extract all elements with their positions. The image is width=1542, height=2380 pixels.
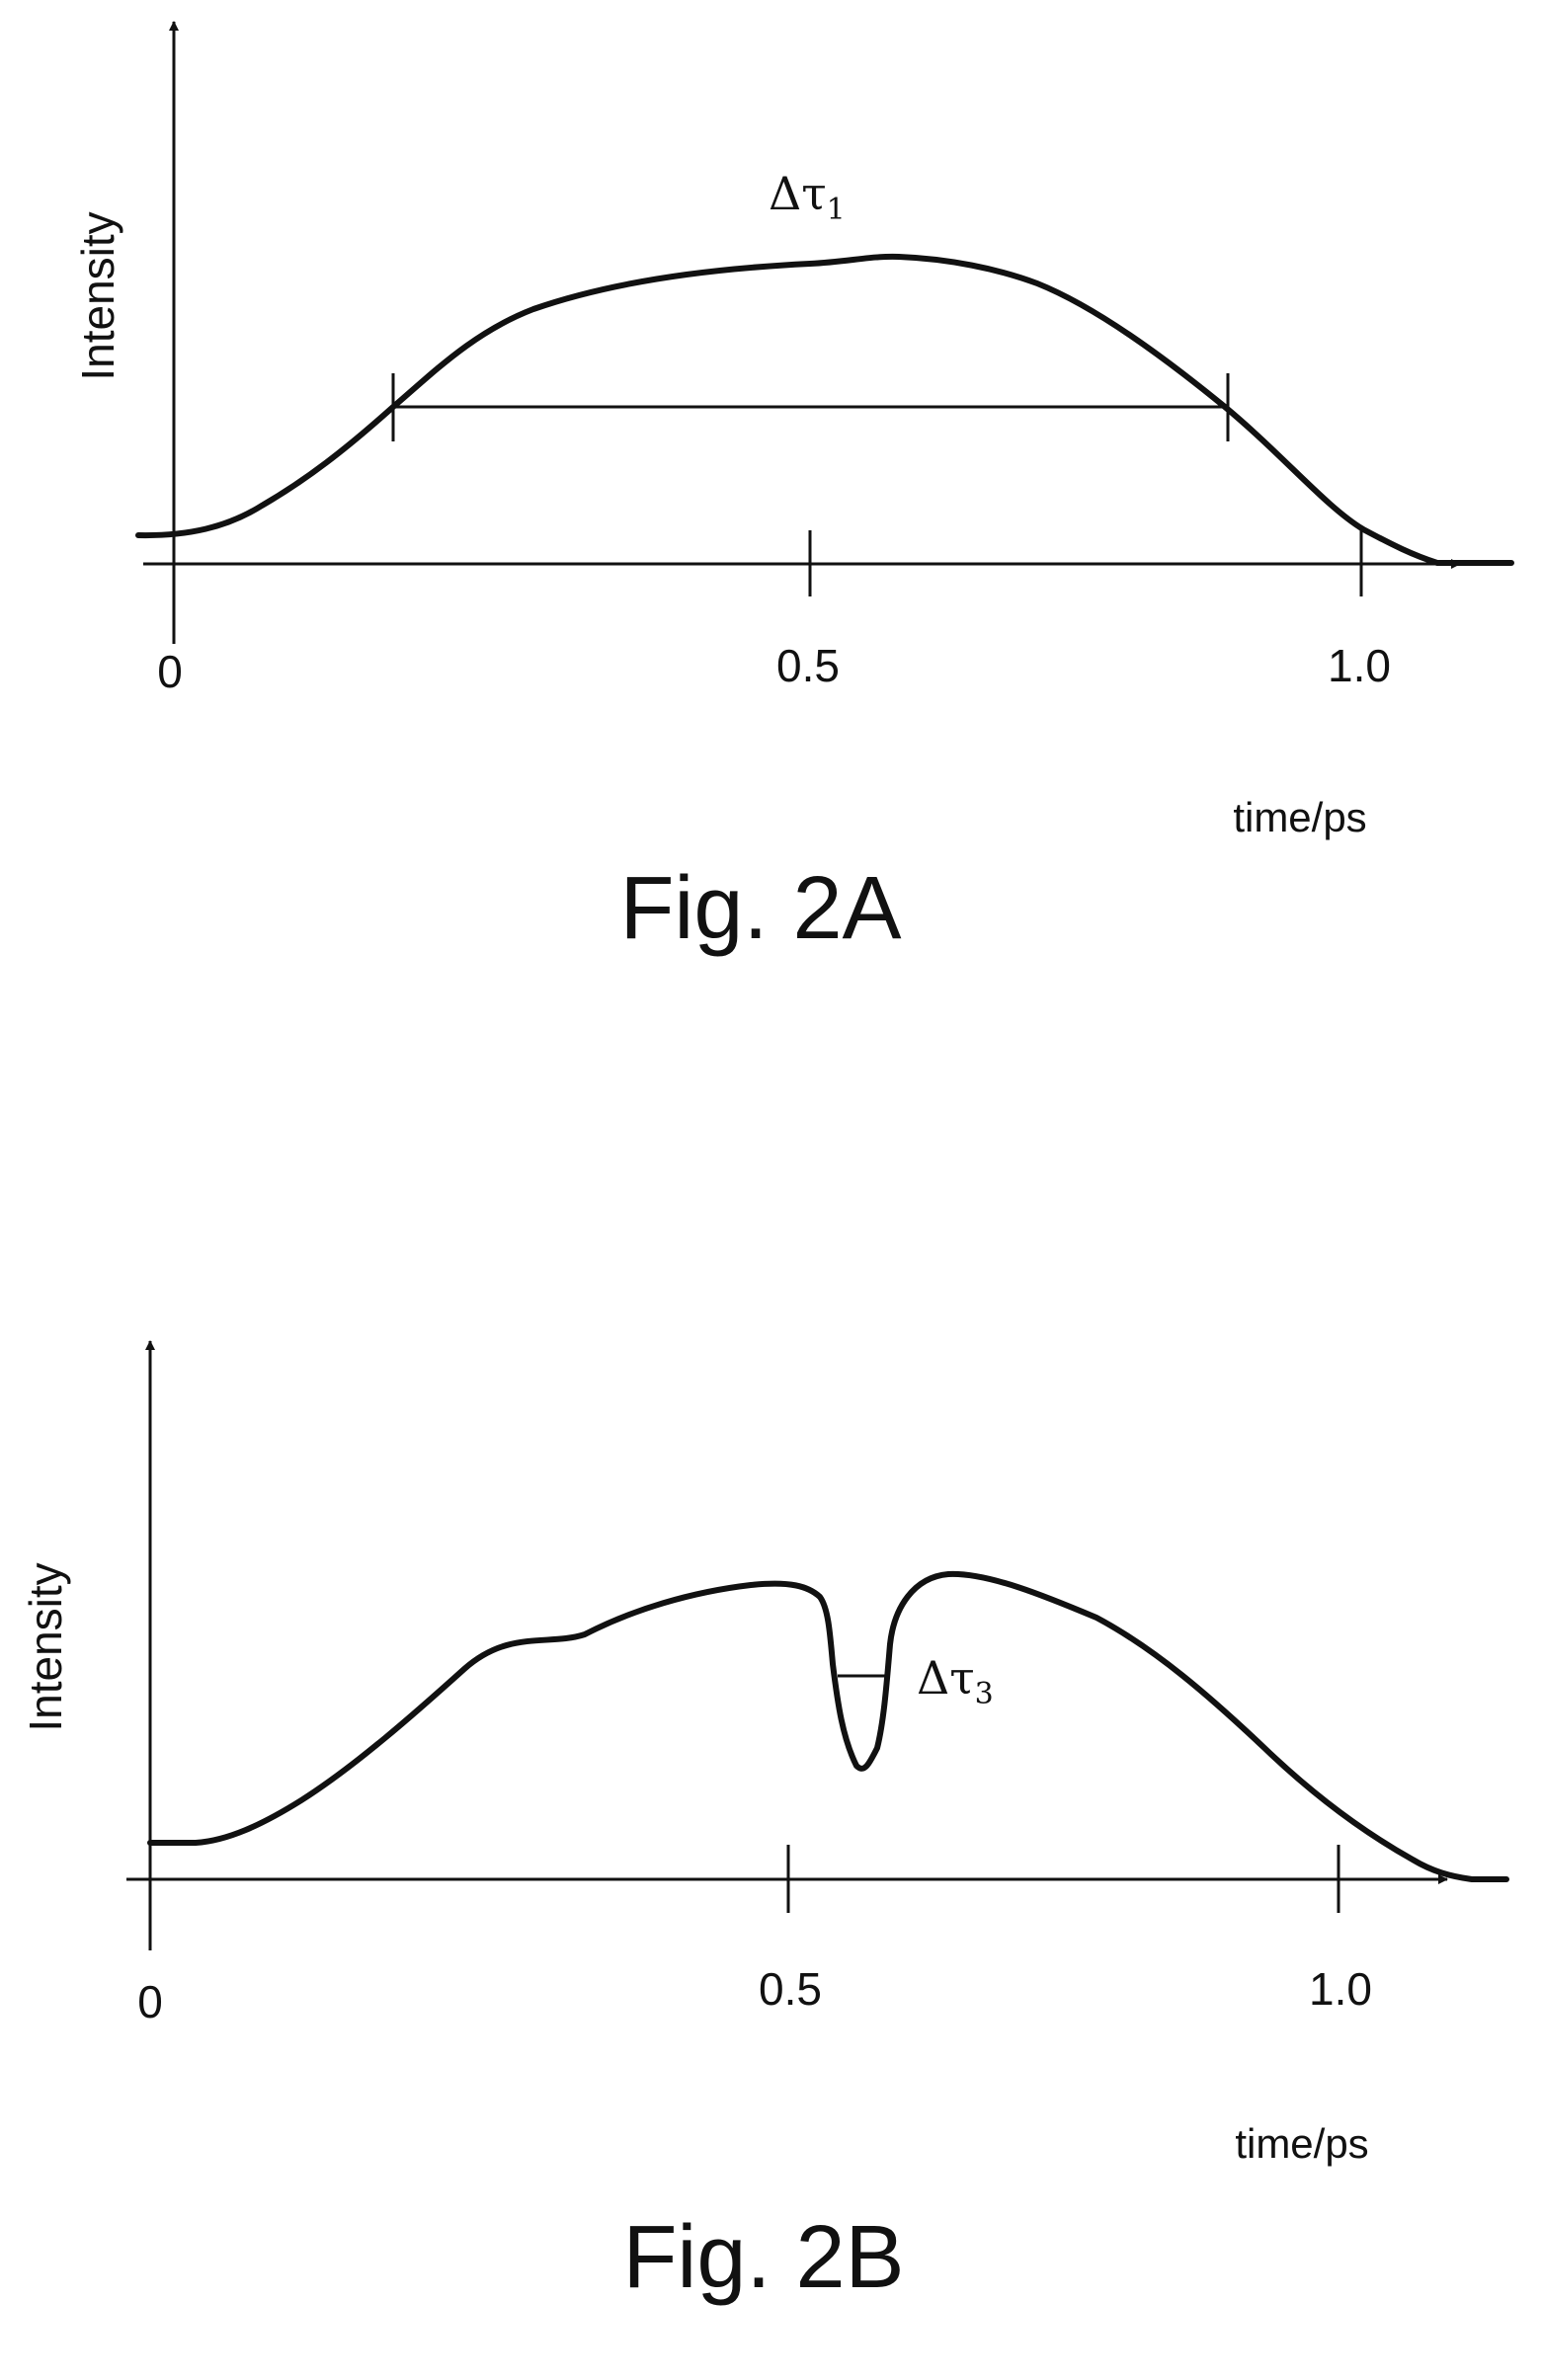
- figure-2b: Intensity 0 0.5 1.0 time/ps Δτ3 Fig. 2B: [20, 1340, 1509, 2307]
- fig2b-annotation-subscript: 3: [975, 1677, 994, 1711]
- fig2b-x-tick-label-0: 0: [137, 1976, 163, 2027]
- fig2a-x-tick-label-0-5: 0.5: [776, 640, 840, 691]
- fig2b-intensity-curve: [147, 1570, 1509, 1882]
- figure-2a: Intensity 0 0.5 1.0 time/ps Δτ1 Fig. 2A: [72, 21, 1514, 958]
- fig2a-annotation-symbol: Δτ: [769, 167, 827, 220]
- fig2a-annotation: Δτ1: [769, 167, 846, 227]
- fig2b-y-axis-label: Intensity: [20, 1562, 71, 1731]
- fig2b-x-tick-label-1-0: 1.0: [1309, 1963, 1372, 2015]
- fig2b-x-tick-label-0-5: 0.5: [759, 1963, 822, 2015]
- fig2b-caption: Fig. 2B: [622, 2208, 904, 2307]
- fig2a-intensity-curve: [135, 253, 1514, 566]
- fig2b-annotation-symbol: Δτ: [917, 1651, 975, 1705]
- fig2a-x-tick-label-0: 0: [157, 646, 183, 697]
- fig2a-caption: Fig. 2A: [619, 859, 901, 958]
- fig2a-x-tick-label-1-0: 1.0: [1328, 640, 1391, 691]
- fig2b-x-axis-label: time/ps: [1235, 2120, 1368, 2167]
- fig2a-annotation-subscript: 1: [827, 193, 846, 227]
- fig2a-y-axis-label: Intensity: [72, 211, 123, 380]
- fig2b-annotation: Δτ3: [917, 1651, 994, 1711]
- fig2a-x-axis-label: time/ps: [1233, 794, 1366, 840]
